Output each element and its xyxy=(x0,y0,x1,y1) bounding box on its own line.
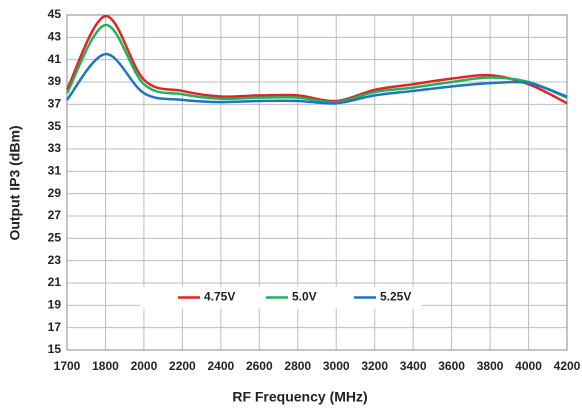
x-tick-label: 3400 xyxy=(400,359,427,373)
y-tick-label: 35 xyxy=(48,119,62,133)
x-tick-label: 3000 xyxy=(323,359,350,373)
x-tick-label: 2000 xyxy=(131,359,158,373)
y-tick-label: 23 xyxy=(48,253,62,267)
y-tick-label: 17 xyxy=(48,320,62,334)
y-tick-label: 39 xyxy=(48,74,62,88)
x-tick-label: 4000 xyxy=(515,359,542,373)
y-tick-label: 21 xyxy=(48,275,62,289)
x-tick-label: 4200 xyxy=(554,359,581,373)
x-tick-label: 3200 xyxy=(361,359,388,373)
x-tick-label: 2800 xyxy=(284,359,311,373)
y-tick-label: 41 xyxy=(48,52,62,66)
series-line xyxy=(65,23,568,104)
x-tick-label: 2200 xyxy=(169,359,196,373)
x-tick-label: 1700 xyxy=(54,359,81,373)
y-tick-label: 43 xyxy=(48,30,62,44)
x-tick-label: 1800 xyxy=(92,359,119,373)
x-tick-label: 2600 xyxy=(246,359,273,373)
y-tick-label: 33 xyxy=(48,141,62,155)
legend-label: 5.25V xyxy=(380,290,411,304)
legend-label: 4.75V xyxy=(204,290,235,304)
y-tick-label: 19 xyxy=(48,298,62,312)
x-tick-label: 3600 xyxy=(438,359,465,373)
x-tick-label: 3800 xyxy=(477,359,504,373)
y-tick-label: 15 xyxy=(48,342,62,356)
x-tick-label: 2400 xyxy=(207,359,234,373)
y-axis-label: Output IP3 (dBm) xyxy=(7,125,23,240)
y-tick-label: 45 xyxy=(48,7,62,21)
series-line xyxy=(65,14,568,105)
y-tick-label: 25 xyxy=(48,231,62,245)
x-axis-label: RF Frequency (MHz) xyxy=(232,389,367,405)
series-line xyxy=(66,52,568,105)
y-tick-label: 27 xyxy=(48,208,62,222)
y-tick-label: 37 xyxy=(48,97,62,111)
y-tick-label: 29 xyxy=(48,186,62,200)
plot-border xyxy=(66,14,568,351)
y-tick-label: 31 xyxy=(48,164,62,178)
legend-label: 5.0V xyxy=(292,290,317,304)
